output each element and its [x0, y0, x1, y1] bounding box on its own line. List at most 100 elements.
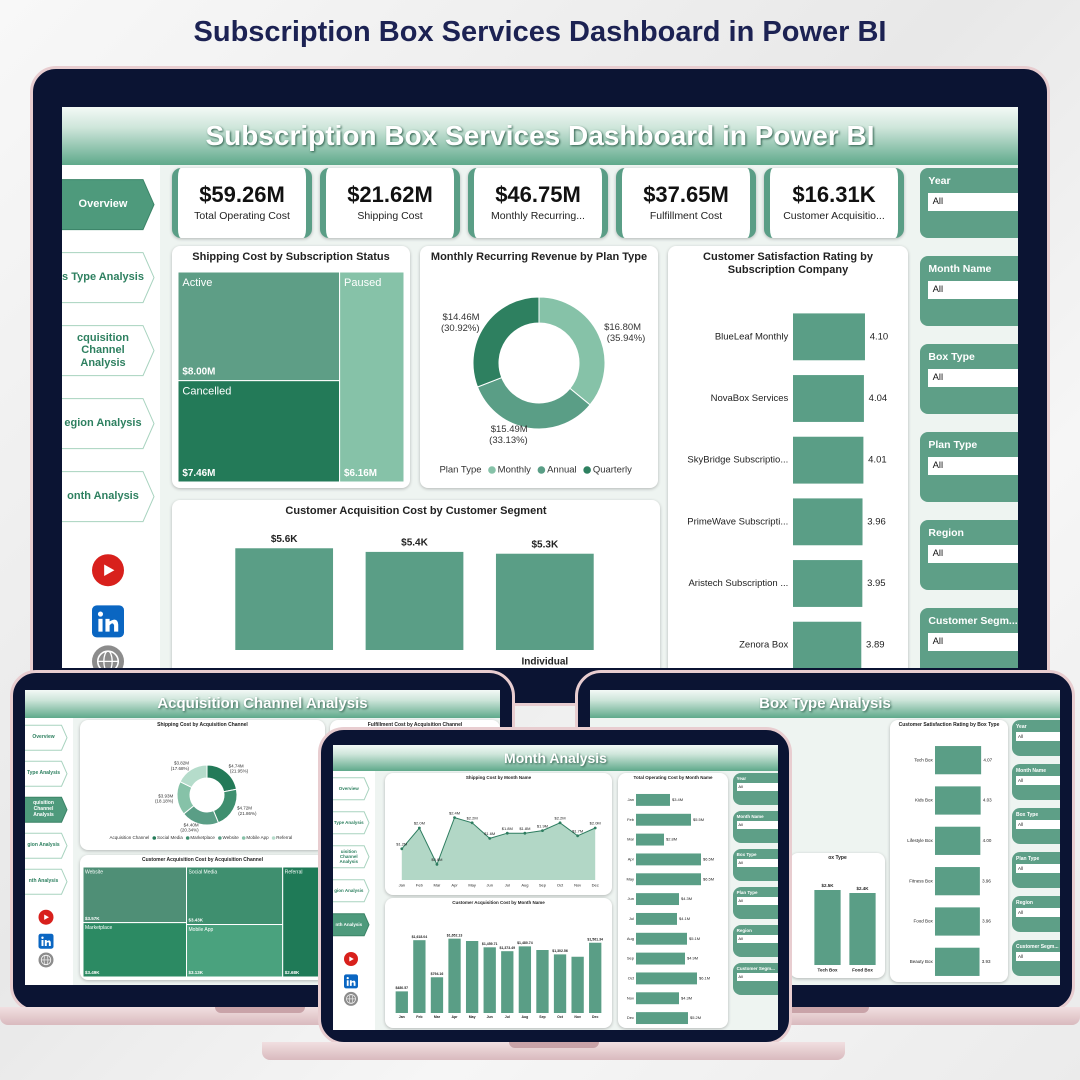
- treemap-tile: [186, 924, 284, 978]
- legend-label: Monthly: [498, 465, 532, 476]
- slicer-dropdown[interactable]: All: [928, 456, 1018, 476]
- bar: [636, 972, 697, 985]
- slicer-dropdown[interactable]: All: [928, 368, 1018, 388]
- slicer: Year All: [733, 773, 778, 805]
- nav-shapes: [62, 179, 155, 668]
- kpi-value: $21.62M: [347, 182, 433, 207]
- bar: [235, 548, 334, 650]
- value-label: $1.9M: [537, 823, 548, 828]
- nav-button[interactable]: gion Analysis: [27, 841, 60, 848]
- tile-value: $3.57K: [85, 916, 100, 921]
- category-label: Tech Box: [914, 757, 933, 762]
- slicer: Month Name All: [920, 256, 1018, 326]
- category-label: NovaBox Services: [711, 393, 789, 404]
- value-label: 3.93: [982, 959, 991, 964]
- linkedin-icon-dot: [41, 936, 44, 939]
- kpi-card: $16.31K Customer Acquisitio...: [764, 168, 904, 238]
- chart-plot: $2.5K Tech Box $2.4K Food Box: [814, 883, 876, 973]
- value-label: $5.4K: [401, 538, 428, 549]
- slicer-label: Box Type: [928, 351, 975, 364]
- legend: Plan Type Monthly Annual Quarterly: [439, 465, 632, 476]
- slicer-dropdown[interactable]: All: [928, 544, 1018, 564]
- nav-button-shape: [25, 796, 68, 823]
- nav-button[interactable]: Overview: [338, 786, 359, 792]
- nav-button[interactable]: nth Analysis: [335, 922, 363, 928]
- bar: [935, 746, 982, 775]
- slicer-dropdown[interactable]: All: [736, 821, 778, 830]
- nav-button[interactable]: uisition Channel Analysis: [339, 849, 359, 865]
- category-label: Apr: [452, 1015, 459, 1019]
- slicer-label: Region: [736, 928, 752, 934]
- slicer-dropdown[interactable]: All: [928, 192, 1018, 212]
- nav-button[interactable]: nth Analysis: [28, 877, 59, 884]
- legend-swatch: [218, 836, 222, 840]
- value-label: $2.2M: [554, 815, 565, 820]
- treemap-tile: [186, 867, 284, 926]
- slicer-dropdown[interactable]: All: [736, 859, 778, 868]
- slicer-dropdown[interactable]: All: [736, 897, 778, 906]
- nav-button[interactable]: quisition Channel Analysis: [33, 800, 54, 818]
- value-label: $2.0M: [590, 821, 601, 826]
- slicer-dropdown[interactable]: All: [1016, 776, 1060, 785]
- chart-panel: Shipping Cost by Subscription Status Acti…: [172, 246, 410, 488]
- nav-button[interactable]: onth Analysis: [67, 490, 139, 503]
- value-label: $6.5M: [703, 856, 714, 861]
- web-icon: [92, 645, 124, 668]
- kpi-label: Total Operating Cost: [194, 210, 290, 222]
- slice-label-line: (17.68%): [170, 766, 190, 771]
- nav-button[interactable]: gion Analysis: [334, 888, 364, 894]
- screen-header: Subscription Box Services Dashboard in P…: [62, 107, 1018, 165]
- nav-button[interactable]: s Type Analysis: [62, 271, 144, 284]
- category-label: Aug: [521, 882, 528, 887]
- category-label: Zenora Box: [739, 640, 788, 651]
- nav-button-shape: [62, 252, 155, 304]
- category-label: Dec: [592, 1015, 598, 1019]
- slicer: Month Name All: [1012, 764, 1060, 800]
- kpi-card: $37.65M Fulfillment Cost: [616, 168, 756, 238]
- nav-button[interactable]: Type Analysis: [333, 820, 364, 826]
- slice-label: $14.46M (30.92%): [438, 312, 479, 334]
- category-label: Sep: [627, 956, 635, 961]
- slicer: Region All: [920, 520, 1018, 590]
- slicer-dropdown[interactable]: All: [736, 783, 778, 792]
- slicer: Box Type All: [733, 849, 778, 881]
- kpi-label: Fulfillment Cost: [649, 210, 723, 222]
- category-label: Sep: [539, 882, 547, 887]
- slicer-dropdown[interactable]: All: [1016, 952, 1060, 961]
- nav-button[interactable]: Overview: [32, 733, 55, 740]
- kpi-value: $37.65M: [643, 182, 729, 207]
- nav-button[interactable]: egion Analysis: [64, 417, 142, 430]
- tile-value: $3.43K: [189, 918, 204, 923]
- slicer-dropdown[interactable]: All: [736, 973, 778, 982]
- slicer-dropdown[interactable]: All: [928, 280, 1018, 300]
- slicer-label: Year: [928, 175, 951, 188]
- slice-label-line: $3.93M: [158, 793, 173, 798]
- bar: [413, 940, 426, 1013]
- slice-label-line: (21.86%): [237, 811, 257, 816]
- value-label: $5.3K: [531, 539, 558, 550]
- category-label: Feb: [416, 882, 424, 887]
- nav-button[interactable]: Overview: [78, 198, 128, 211]
- tile-value: $8.00M: [182, 366, 215, 377]
- nav-button-shape: [25, 760, 68, 787]
- slicer: Customer Segm... All: [920, 608, 1018, 668]
- slice-label-line: $4.72M: [237, 806, 252, 811]
- nav-button[interactable]: cquisition Channel Analysis: [77, 331, 129, 369]
- slicer-label: Box Type: [1016, 811, 1039, 818]
- bar: [793, 621, 862, 668]
- point: [593, 826, 597, 830]
- slicer: Box Type All: [920, 344, 1018, 414]
- nav-button[interactable]: Type Analysis: [26, 769, 61, 776]
- slicer-dropdown[interactable]: All: [928, 632, 1018, 652]
- slicer-dropdown[interactable]: All: [1016, 732, 1060, 741]
- bar: [636, 932, 687, 945]
- slicer-dropdown[interactable]: All: [1016, 908, 1060, 917]
- slicer-dropdown[interactable]: All: [736, 935, 778, 944]
- slicer: Year All: [920, 168, 1018, 238]
- category-label: Mar: [627, 837, 635, 842]
- bar: [849, 893, 876, 965]
- legend-label: Mobile App: [246, 835, 269, 840]
- slicer-dropdown[interactable]: All: [1016, 820, 1060, 829]
- bar: [636, 853, 701, 866]
- slicer-dropdown[interactable]: All: [1016, 864, 1060, 873]
